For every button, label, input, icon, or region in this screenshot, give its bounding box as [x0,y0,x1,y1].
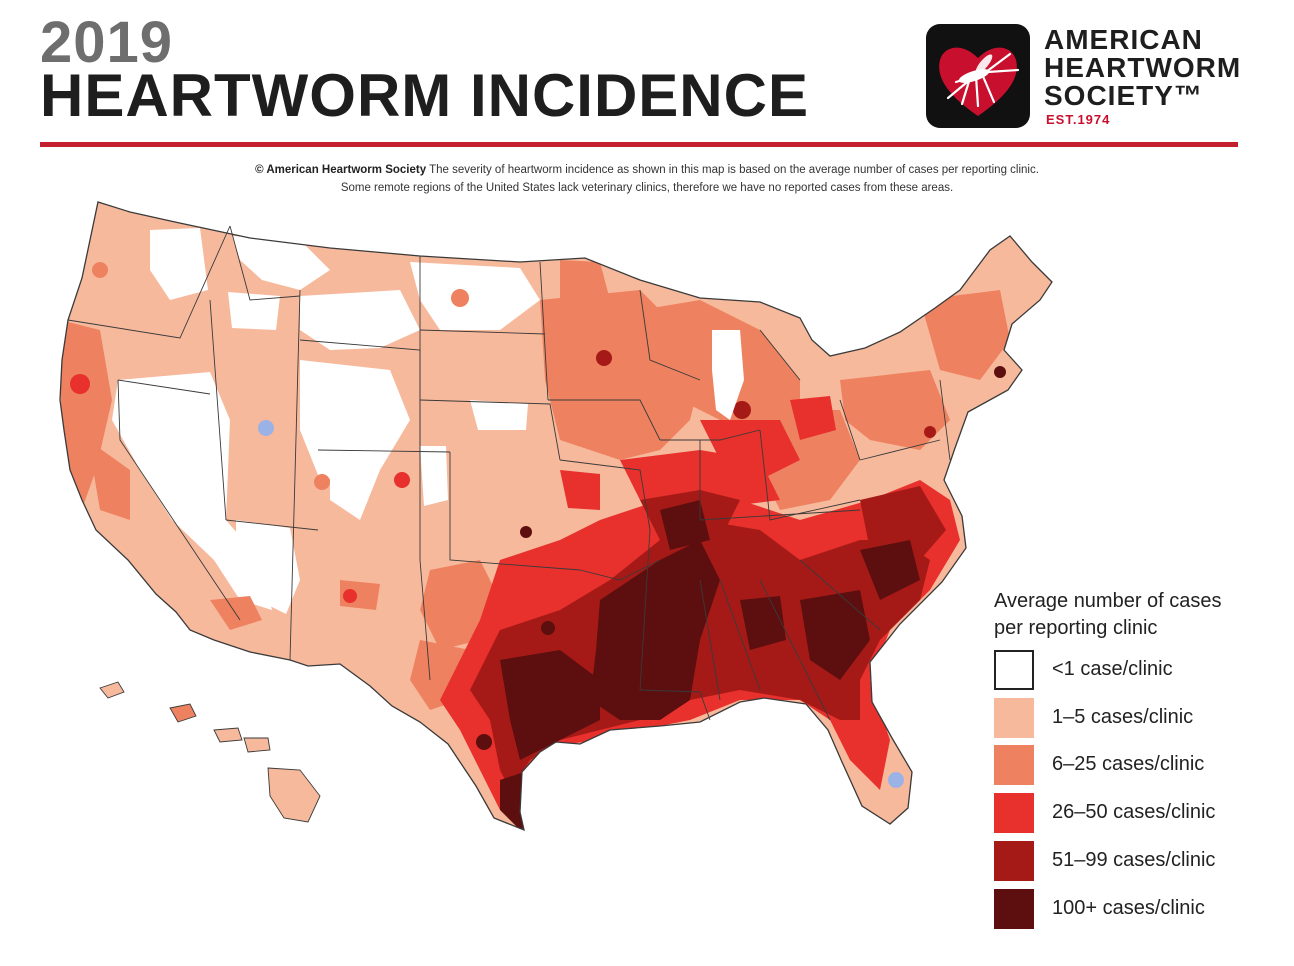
organization-line-2: HEARTWORM [1044,52,1242,83]
legend-title: Average number of cases per reporting cl… [994,588,1222,642]
zone-under-1 [112,228,540,614]
legend-swatch [994,650,1034,690]
legend-swatch [994,698,1034,738]
note-text-1: The severity of heartworm incidence as s… [429,164,1039,176]
organization-line-1: AMERICAN [1044,24,1203,55]
legend-label: 6–25 cases/clinic [1052,753,1205,775]
legend-swatch [994,889,1034,929]
legend-label: 51–99 cases/clinic [1052,849,1216,871]
scattered-hotspots [70,262,936,603]
map-note-line-1: © American Heartworm Society The severit… [120,164,1174,176]
legend-swatch [994,793,1034,833]
legend-label: 100+ cases/clinic [1052,897,1205,919]
hawaii-islands [99,681,321,823]
map-year: 2019 [40,10,174,75]
lake-michigan [712,330,744,420]
organization-name: AMERICAN HEARTWORM SOCIETY™ [1044,26,1241,110]
map-title: HEARTWORM INCIDENCE [40,62,809,129]
legend-label: 26–50 cases/clinic [1052,801,1216,823]
legend-label: 1–5 cases/clinic [1052,706,1194,728]
mosquito-heart-icon [926,24,1030,128]
great-salt-lake [258,420,274,436]
legend-swatch [994,841,1034,881]
established-year: EST.1974 [1046,112,1111,127]
zone-6-to-25 [60,260,1010,710]
legend-title-line-2: per reporting clinic [994,617,1158,639]
state-borders [67,225,951,721]
map-note-line-2: Some remote regions of the United States… [120,182,1174,194]
header-divider [40,142,1238,147]
note-text-2: Some remote regions of the United States… [340,182,954,194]
zone-100-plus [476,366,1006,830]
legend-swatch [994,745,1034,785]
copyright-credit: © American Heartworm Society [255,164,427,176]
organization-line-3: SOCIETY™ [1044,80,1203,111]
lake-okeechobee [888,772,904,788]
legend-label: <1 case/clinic [1052,658,1173,680]
legend-title-line-1: Average number of cases [994,590,1222,612]
